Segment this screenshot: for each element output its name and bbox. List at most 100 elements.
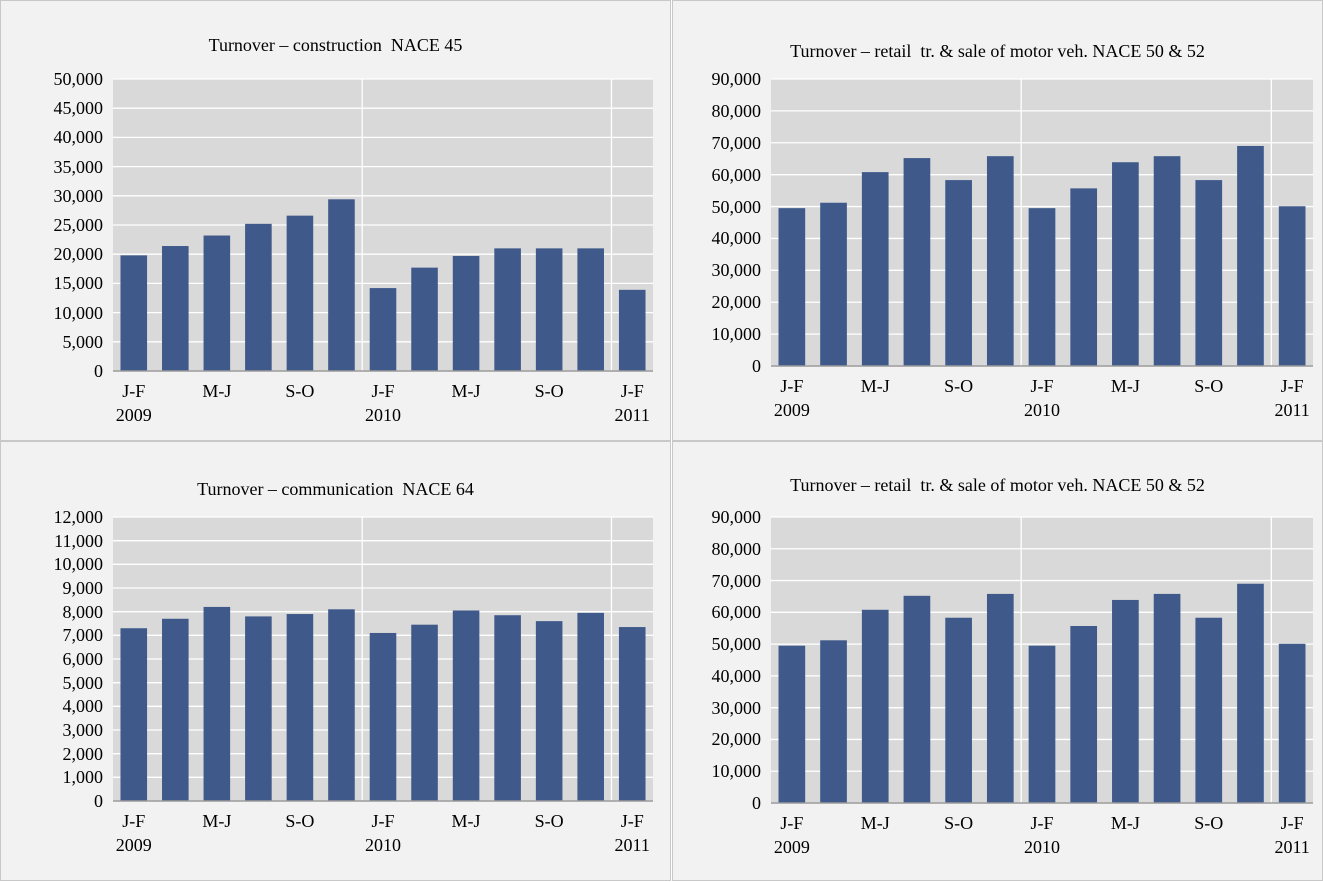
bar xyxy=(203,235,231,371)
y-tick-label: 50,000 xyxy=(711,634,762,655)
bar xyxy=(778,645,806,803)
y-tick-label: 30,000 xyxy=(711,697,762,718)
bar xyxy=(286,614,314,801)
x-tick-label: J-F 2011 xyxy=(1274,376,1310,420)
bar xyxy=(945,180,972,366)
y-tick-label: 40,000 xyxy=(53,127,104,148)
bar xyxy=(411,267,438,371)
y-tick-label: 15,000 xyxy=(53,273,104,294)
x-tick-label: J-F 2009 xyxy=(115,381,152,425)
bar xyxy=(618,289,646,371)
x-tick-label: S-O xyxy=(534,811,564,831)
bar xyxy=(1195,180,1223,366)
x-tick-label: J-F 2009 xyxy=(773,813,810,857)
chart-panel: Turnover – communication NACE 64 0 1,000 2,… xyxy=(0,441,671,881)
bar xyxy=(1070,625,1098,803)
bar xyxy=(494,615,521,801)
y-tick-label: 20,000 xyxy=(711,729,762,750)
x-tick-label: M-J xyxy=(1110,376,1140,396)
x-tick-label: M-J xyxy=(202,811,232,831)
x-tick-label: M-J xyxy=(451,811,481,831)
chart-title: Turnover – retail tr. & sale of motor ve… xyxy=(790,41,1205,61)
bar xyxy=(328,609,355,801)
bar xyxy=(1070,188,1098,366)
y-tick-label: 0 xyxy=(752,793,761,813)
bar xyxy=(861,609,889,803)
chart-panel: Turnover – retail tr. & sale of motor ve… xyxy=(672,441,1323,881)
y-tick-label: 60,000 xyxy=(711,602,762,623)
x-tick-label: J-F 2009 xyxy=(773,376,810,420)
y-tick-label: 5,000 xyxy=(62,672,104,693)
x-tick-label: M-J xyxy=(860,376,890,396)
chart-title: Turnover – retail tr. & sale of motor ve… xyxy=(790,475,1205,495)
x-tick-label: S-O xyxy=(285,811,315,831)
bar xyxy=(1153,156,1181,366)
y-tick-label: 3,000 xyxy=(62,720,104,740)
bar xyxy=(494,248,521,371)
x-tick-label: S-O xyxy=(1194,376,1224,396)
y-tick-label: 0 xyxy=(752,356,761,376)
y-tick-label: 50,000 xyxy=(711,196,762,217)
chart-title: Turnover – communication NACE 64 xyxy=(197,479,474,499)
chart xyxy=(113,516,653,802)
bar xyxy=(120,628,148,801)
bar xyxy=(986,156,1014,366)
x-tick-label: J-F 2010 xyxy=(1024,813,1060,857)
bar xyxy=(1153,593,1181,803)
y-tick-label: 70,000 xyxy=(711,570,762,591)
bar xyxy=(411,624,438,801)
x-tick-label: J-F 2011 xyxy=(1274,813,1310,857)
bar xyxy=(162,618,189,801)
bar xyxy=(986,593,1014,803)
bar xyxy=(1237,583,1264,803)
y-tick-label: 40,000 xyxy=(711,665,762,686)
y-tick-label: 8,000 xyxy=(62,601,104,622)
x-tick-label: J-F 2010 xyxy=(365,381,401,425)
y-tick-label: 70,000 xyxy=(711,132,762,153)
y-tick-label: 10,000 xyxy=(53,554,104,575)
y-tick-label: 90,000 xyxy=(711,507,762,527)
bar xyxy=(577,248,604,371)
x-tick-label: S-O xyxy=(944,813,974,833)
y-tick-label: 30,000 xyxy=(711,260,762,281)
y-tick-label: 11,000 xyxy=(54,530,103,551)
bar xyxy=(162,246,189,371)
x-tick-label: M-J xyxy=(451,381,481,401)
chart xyxy=(113,78,653,372)
bar xyxy=(820,202,847,366)
y-tick-label: 2,000 xyxy=(62,743,104,764)
y-tick-label: 20,000 xyxy=(53,244,104,265)
chart xyxy=(771,516,1313,804)
y-tick-label: 10,000 xyxy=(711,761,762,782)
bar xyxy=(1278,643,1306,803)
bar xyxy=(245,616,272,801)
chart xyxy=(771,78,1313,367)
bar xyxy=(820,640,847,803)
y-tick-label: 35,000 xyxy=(53,156,104,177)
bar xyxy=(328,199,355,371)
bar xyxy=(778,208,806,366)
bar xyxy=(903,158,931,366)
bar xyxy=(577,612,604,801)
bar xyxy=(1112,599,1139,803)
y-tick-label: 7,000 xyxy=(62,625,104,646)
chart-panel: Turnover – construction NACE 45 0 5,000 10,… xyxy=(0,0,671,441)
y-tick-label: 6,000 xyxy=(62,649,104,669)
chart-title: Turnover – construction NACE 45 xyxy=(208,35,463,55)
bar xyxy=(369,632,397,801)
y-tick-label: 1,000 xyxy=(62,767,104,788)
y-tick-label: 10,000 xyxy=(53,302,104,323)
y-tick-label: 5,000 xyxy=(62,331,104,352)
bar xyxy=(286,215,314,371)
x-tick-label: J-F 2009 xyxy=(115,811,152,855)
y-tick-label: 4,000 xyxy=(62,696,104,717)
chart-panel: Turnover – retail tr. & sale of motor ve… xyxy=(672,0,1323,441)
y-tick-label: 0 xyxy=(94,791,103,811)
bar xyxy=(1278,206,1306,366)
x-tick-label: J-F 2010 xyxy=(365,811,401,855)
bar xyxy=(535,248,563,371)
x-tick-label: S-O xyxy=(285,381,315,401)
x-tick-label: J-F 2011 xyxy=(614,381,650,425)
bar xyxy=(369,288,397,371)
